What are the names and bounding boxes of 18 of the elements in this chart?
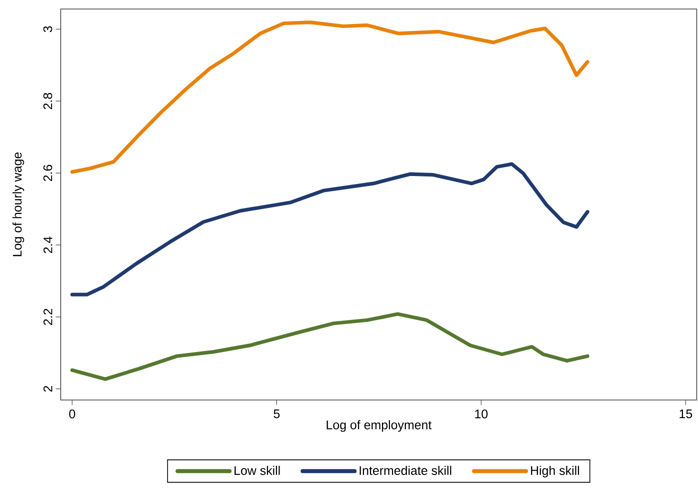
x-tick-label: 10 bbox=[475, 410, 488, 418]
y-tick-label: 2 bbox=[43, 386, 52, 392]
y-tick-label: 2.6 bbox=[43, 164, 52, 182]
x-tick-label: 5 bbox=[274, 410, 280, 418]
x-tick-label: 15 bbox=[680, 410, 692, 418]
x-tick-label: 0 bbox=[69, 410, 76, 418]
y-tick-label: 2.8 bbox=[43, 92, 52, 110]
legend-label: Low skill bbox=[234, 466, 280, 475]
y-tick-label: 2.4 bbox=[43, 236, 52, 253]
y-tick-label: 3 bbox=[43, 26, 52, 32]
legend-label: Intermediate skill bbox=[360, 466, 452, 475]
line-series bbox=[70, 162, 590, 296]
legend-label: High skill bbox=[531, 466, 579, 478]
x-axis-title: Log of employment bbox=[326, 420, 432, 432]
line-series bbox=[70, 312, 590, 381]
y-axis-title: Log of hourly wage bbox=[12, 152, 24, 256]
y-tick-label: 2.2 bbox=[43, 308, 52, 325]
line-series bbox=[70, 20, 590, 174]
